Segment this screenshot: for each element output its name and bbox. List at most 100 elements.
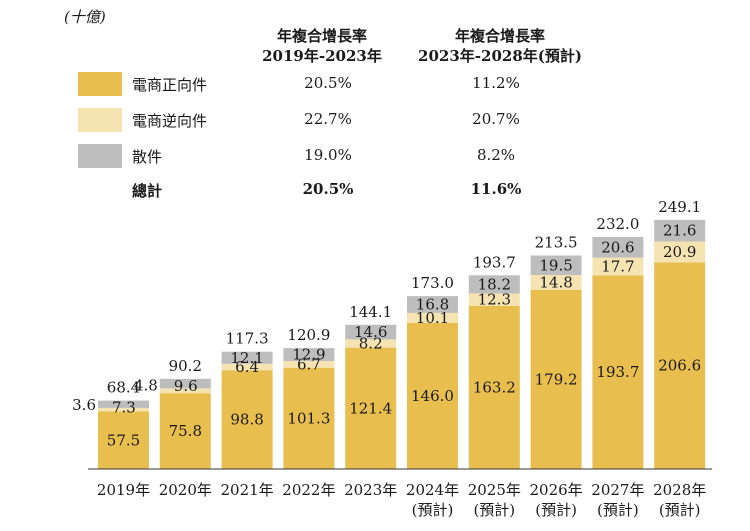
bar-loose-7 [530,255,582,275]
bar-reverse-2 [221,363,273,371]
bar-loose-2 [221,351,273,364]
tick-label-year-4: 2023年 [344,481,397,499]
label-loose-0: 7.3 [112,399,136,417]
bar-loose-3 [283,348,335,361]
label-loose-5: 16.8 [416,296,449,314]
legend-label-forward: 電商正向件 [132,76,208,94]
label-reverse-4: 8.2 [359,335,383,353]
tick-label-year-9: 2028年 [653,481,706,499]
cagr1-reverse: 22.7% [304,110,352,128]
label-reverse-5: 10.1 [416,309,449,327]
cagr1-total: 20.5% [302,180,354,198]
legend-row-loose: 散件 19.0% 8.2% [78,144,558,170]
tick-label-year-5: 2024年 [406,481,459,499]
bar-forward-6 [468,305,520,469]
tick-label-year-7: 2026年 [530,481,583,499]
label-forward-6: 163.2 [473,378,516,396]
tick-label-year-2: 2021年 [221,481,274,499]
label-total-9: 249.1 [658,198,701,216]
bar-loose-1 [159,378,211,389]
bar-forward-7 [530,289,582,469]
legend-label-total: 總計 [132,182,163,200]
cagr-header-2023-2028-line1: 年複合增長率 [454,27,545,45]
tick-label-forecast-9: (預計) [659,501,701,519]
bar-reverse-9 [654,241,706,263]
bar-loose-6 [468,275,520,294]
legend-swatch-loose [78,144,122,168]
label-reverse-8: 17.7 [601,257,634,275]
label-loose-1: 9.6 [174,377,198,395]
cagr1-loose: 19.0% [304,146,352,164]
label-forward-8: 193.7 [596,363,639,381]
tick-label-forecast-6: (預計) [473,501,515,519]
label-reverse-6: 12.3 [478,291,511,309]
bar-reverse-8 [592,257,644,276]
label-forward-2: 98.8 [230,411,263,429]
bar-loose-9 [654,219,706,242]
bar-reverse-3 [283,361,335,368]
tick-label-year-3: 2022年 [282,481,335,499]
legend-label-loose: 散件 [132,148,163,166]
label-forward-4: 121.4 [349,399,392,417]
label-loose-4: 14.6 [354,323,387,341]
legend-label-reverse: 電商逆向件 [132,112,208,130]
label-forward-1: 75.8 [169,422,202,440]
label-total-8: 232.0 [596,215,639,233]
label-loose-2: 12.1 [230,349,263,367]
tick-label-forecast-8: (預計) [597,501,639,519]
label-reverse-9: 20.9 [663,243,696,261]
bar-reverse-4 [345,339,397,348]
cagr2-total: 11.6% [470,180,522,198]
label-reverse-1: 4.8 [134,376,158,394]
label-forward-9: 206.6 [658,357,701,375]
bar-loose-4 [345,324,397,340]
label-total-7: 213.5 [535,234,578,252]
legend-row-total: 總計 20.5% 11.6% [78,178,558,204]
cagr-header-2019-2023-line2: 2019年-2023年 [262,47,382,65]
label-total-5: 173.0 [411,274,454,292]
label-forward-3: 101.3 [287,409,330,427]
label-reverse-3: 6.7 [297,355,321,373]
label-total-3: 120.9 [287,326,330,344]
label-total-0: 68.4 [107,379,140,397]
label-loose-6: 18.2 [478,275,511,293]
label-total-2: 117.3 [226,330,269,348]
label-loose-9: 21.6 [663,222,696,240]
label-total-1: 90.2 [169,357,202,375]
bar-forward-1 [159,393,211,469]
label-forward-0: 57.5 [107,431,140,449]
label-loose-3: 12.9 [292,346,325,364]
cagr-header-2019-2023: 年複合增長率 2019年-2023年 [232,26,412,66]
tick-label-year-0: 2019年 [97,481,150,499]
legend-row-reverse: 電商逆向件 22.7% 20.7% [78,108,558,134]
bar-loose-0 [98,400,149,408]
unit-label: (十億) [64,8,106,26]
label-forward-7: 179.2 [535,370,578,388]
bar-forward-9 [654,262,706,469]
bar-loose-8 [592,237,644,258]
bar-forward-5 [407,323,458,469]
tick-label-year-8: 2027年 [591,481,644,499]
cagr2-loose: 8.2% [476,146,516,164]
bar-loose-5 [407,296,458,313]
cagr-header-2019-2023-line1: 年複合增長率 [276,27,367,45]
bar-forward-8 [592,275,644,469]
label-reverse-2: 6.4 [235,358,259,376]
legend-swatch-reverse [78,108,122,132]
bar-forward-2 [221,370,273,469]
label-forward-5: 146.0 [411,387,454,405]
cagr2-reverse: 20.7% [472,110,520,128]
label-loose-8: 20.6 [601,238,634,256]
cagr-header-2023-2028: 年複合增長率 2023年-2028年(預計) [400,26,600,66]
tick-label-forecast-7: (預計) [535,501,577,519]
cagr1-forward: 20.5% [304,74,352,92]
bar-reverse-0 [98,407,149,412]
bar-reverse-5 [407,312,458,323]
legend-row-forward: 電商正向件 20.5% 11.2% [78,72,558,98]
tick-label-year-1: 2020年 [159,481,212,499]
bar-reverse-6 [468,293,520,306]
label-loose-7: 19.5 [539,256,572,274]
bar-reverse-1 [159,388,211,394]
tick-label-forecast-5: (預計) [412,501,454,519]
